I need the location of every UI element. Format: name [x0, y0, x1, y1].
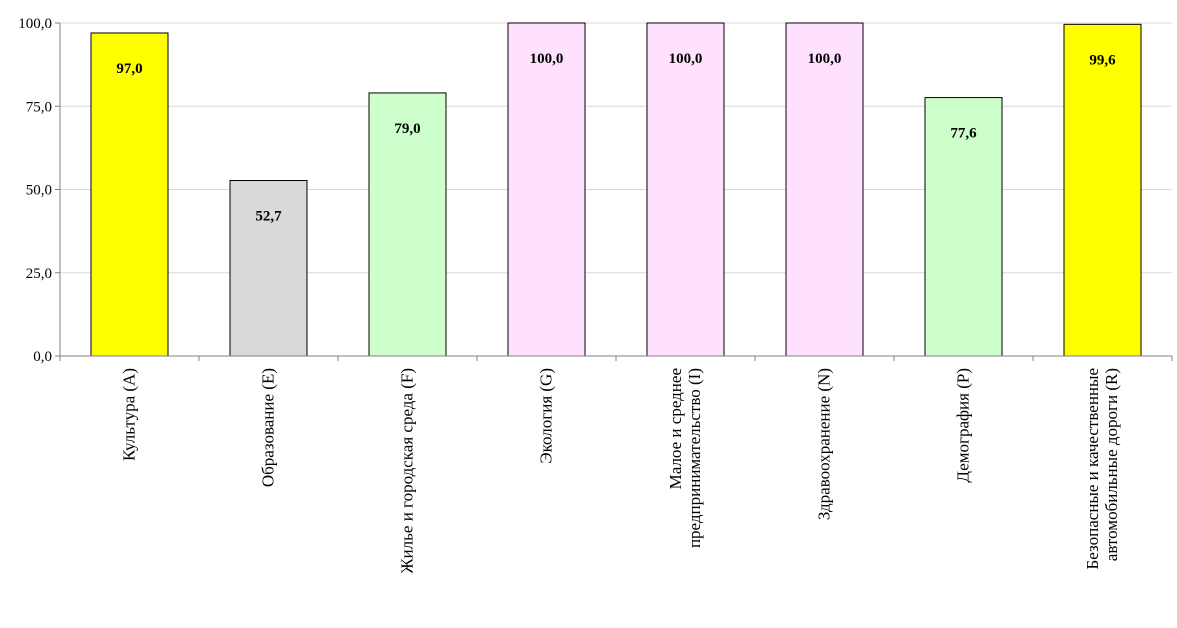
bar — [646, 22, 725, 357]
data-label: 99,6 — [1089, 52, 1116, 68]
gridlines — [60, 22, 1172, 274]
bar — [507, 22, 586, 357]
data-label: 77,6 — [950, 126, 977, 142]
axes — [55, 22, 1173, 361]
category-label-line: Малое и среднее — [666, 368, 685, 489]
bar — [924, 97, 1003, 357]
category-label-line: Образование (E) — [259, 368, 278, 487]
data-labels: 97,0 52,7 79,0 100,0 100,0 100,0 77,6 99,6 — [116, 51, 1116, 225]
category-label-line: Здравоохранение (N) — [815, 368, 834, 520]
y-tick-labels: 0,0 25,0 50,0 75,0 100,0 — [18, 16, 52, 365]
y-tick-label: 50,0 — [26, 183, 52, 199]
data-label: 97,0 — [116, 61, 142, 77]
category-label: Жилье и городская среда (F) — [398, 368, 417, 574]
category-label: Здравоохранение (N) — [815, 368, 834, 520]
category-labels: Культура (A) Образование (E) Жилье и город… — [120, 368, 1122, 574]
bar — [785, 22, 864, 357]
y-tick-label: 25,0 — [26, 266, 52, 282]
category-label: Демография (P) — [954, 368, 973, 483]
category-label: Экология (G) — [537, 368, 556, 464]
bar — [90, 32, 169, 357]
data-label: 52,7 — [255, 209, 282, 225]
category-label-line: Жилье и городская среда (F) — [398, 368, 417, 574]
category-label-line: Экология (G) — [537, 368, 556, 464]
bar — [368, 92, 447, 357]
category-label-line: Демография (P) — [954, 368, 973, 483]
data-label: 100,0 — [669, 51, 703, 67]
category-label-line: предпринимательство (I) — [685, 368, 704, 548]
y-tick-label: 100,0 — [18, 16, 52, 32]
category-label: Культура (A) — [120, 368, 139, 461]
category-label-line: Культура (A) — [120, 368, 139, 461]
y-tick-label: 75,0 — [26, 99, 52, 115]
data-label: 79,0 — [394, 121, 420, 137]
bars — [90, 22, 1142, 357]
y-tick-label: 0,0 — [33, 349, 52, 365]
category-label: Образование (E) — [259, 368, 278, 487]
category-label: Безопасные и качественные автомобильные д… — [1083, 368, 1121, 569]
data-label: 100,0 — [530, 51, 564, 67]
data-label: 100,0 — [808, 51, 842, 67]
category-label: Малое и среднее предпринимательство (I) — [666, 368, 704, 548]
bar — [229, 180, 308, 357]
bar — [1063, 23, 1142, 357]
category-label-line: автомобильные дороги (R) — [1102, 368, 1121, 561]
category-label-line: Безопасные и качественные — [1083, 368, 1102, 569]
